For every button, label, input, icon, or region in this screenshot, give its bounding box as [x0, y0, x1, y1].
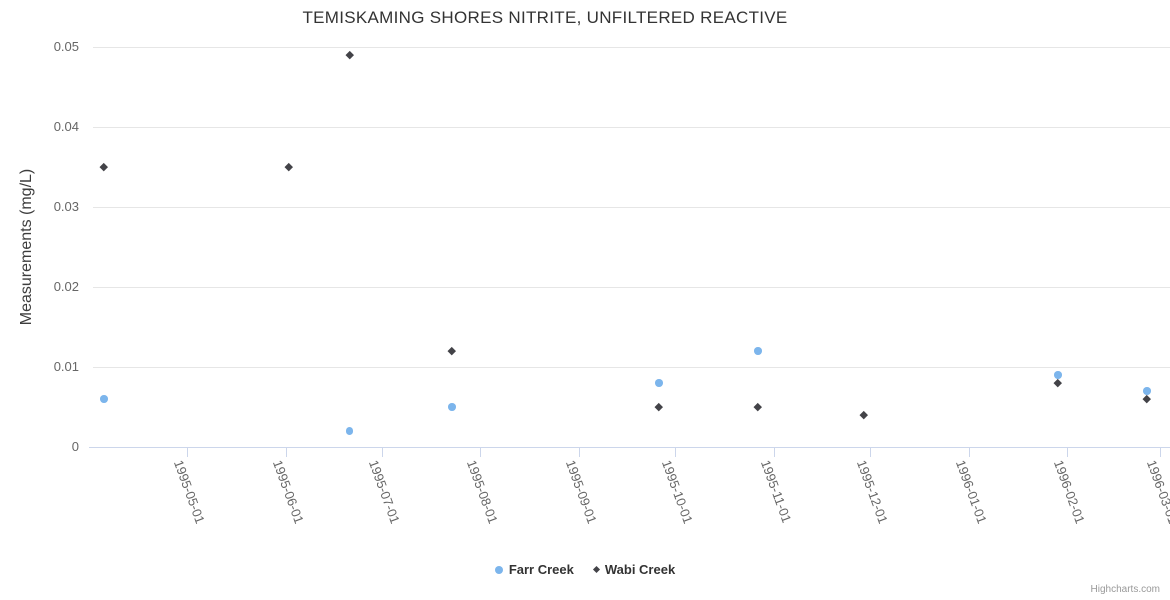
- data-point-farr-creek[interactable]: [345, 427, 354, 435]
- x-tick: [1159, 448, 1161, 457]
- x-tick: [1067, 448, 1069, 457]
- data-point-farr-creek[interactable]: [655, 379, 663, 387]
- x-axis-tick-label: 1995-09-01: [563, 458, 601, 526]
- x-tick: [579, 448, 581, 457]
- x-axis-tick-label: 1996-03-01: [1143, 458, 1170, 526]
- x-tick: [773, 448, 775, 457]
- data-point-farr-creek[interactable]: [448, 403, 456, 411]
- y-axis-tick-label: 0.03: [53, 199, 79, 214]
- y-axis-tick-label: 0.01: [53, 359, 79, 374]
- y-gridline: [93, 47, 1170, 48]
- legend-item-label: Wabi Creek: [604, 562, 676, 577]
- y-gridline: [93, 207, 1170, 208]
- data-point-wabi-creek[interactable]: [447, 347, 456, 355]
- y-axis-tick-label: 0: [71, 439, 79, 454]
- data-point-wabi-creek[interactable]: [285, 163, 293, 171]
- legend-item-label: Farr Creek: [508, 562, 574, 577]
- x-axis-line: [89, 447, 1170, 448]
- data-point-wabi-creek[interactable]: [655, 403, 663, 411]
- legend-marker-circle-icon: [494, 565, 503, 574]
- y-gridline: [93, 287, 1170, 288]
- data-point-wabi-creek[interactable]: [859, 411, 868, 419]
- x-tick: [869, 448, 871, 457]
- y-axis-tick-label: 0.05: [53, 39, 79, 54]
- data-point-wabi-creek[interactable]: [1143, 395, 1152, 403]
- legend-marker-diamond-icon: [592, 565, 600, 574]
- x-tick: [675, 448, 677, 457]
- x-tick: [480, 448, 482, 457]
- x-axis-tick-label: 1995-06-01: [269, 458, 307, 526]
- legend-item-wabi-creek[interactable]: Wabi Creek: [592, 562, 676, 577]
- x-tick: [381, 448, 383, 457]
- data-point-farr-creek[interactable]: [100, 395, 108, 403]
- x-tick: [968, 448, 970, 457]
- y-axis-tick-label: 0.02: [53, 279, 79, 294]
- y-axis-title: Measurements (mg/L): [18, 168, 35, 326]
- x-axis-tick-label: 1995-08-01: [464, 458, 502, 526]
- x-axis-tick-label: 1995-11-01: [757, 458, 795, 525]
- x-axis-tick-label: 1995-12-01: [853, 458, 891, 526]
- legend-item-farr-creek[interactable]: Farr Creek: [494, 562, 574, 577]
- data-point-wabi-creek[interactable]: [754, 403, 762, 411]
- data-point-farr-creek[interactable]: [1143, 387, 1151, 395]
- x-axis-tick-label: 1996-01-01: [952, 458, 990, 526]
- data-point-farr-creek[interactable]: [1054, 371, 1062, 379]
- y-gridline: [93, 127, 1170, 128]
- y-gridline: [93, 367, 1170, 368]
- x-axis-tick-label: 1995-05-01: [170, 458, 208, 526]
- data-point-wabi-creek[interactable]: [1053, 379, 1062, 387]
- legend: Farr Creek Wabi Creek: [0, 562, 1170, 577]
- x-axis-tick-label: 1996-02-01: [1051, 458, 1089, 526]
- x-tick: [187, 448, 188, 457]
- data-point-wabi-creek[interactable]: [345, 51, 354, 59]
- data-point-farr-creek[interactable]: [754, 347, 762, 355]
- chart-title: TEMISKAMING SHORES NITRITE, UNFILTERED R…: [302, 8, 788, 27]
- data-point-wabi-creek[interactable]: [100, 163, 108, 171]
- x-tick: [285, 448, 287, 457]
- x-axis-tick-label: 1995-10-01: [658, 458, 696, 526]
- highcharts-credit[interactable]: Highcharts.com: [1090, 584, 1160, 595]
- x-axis-tick-label: 1995-07-01: [365, 458, 403, 526]
- y-axis-tick-label: 0.04: [53, 119, 79, 134]
